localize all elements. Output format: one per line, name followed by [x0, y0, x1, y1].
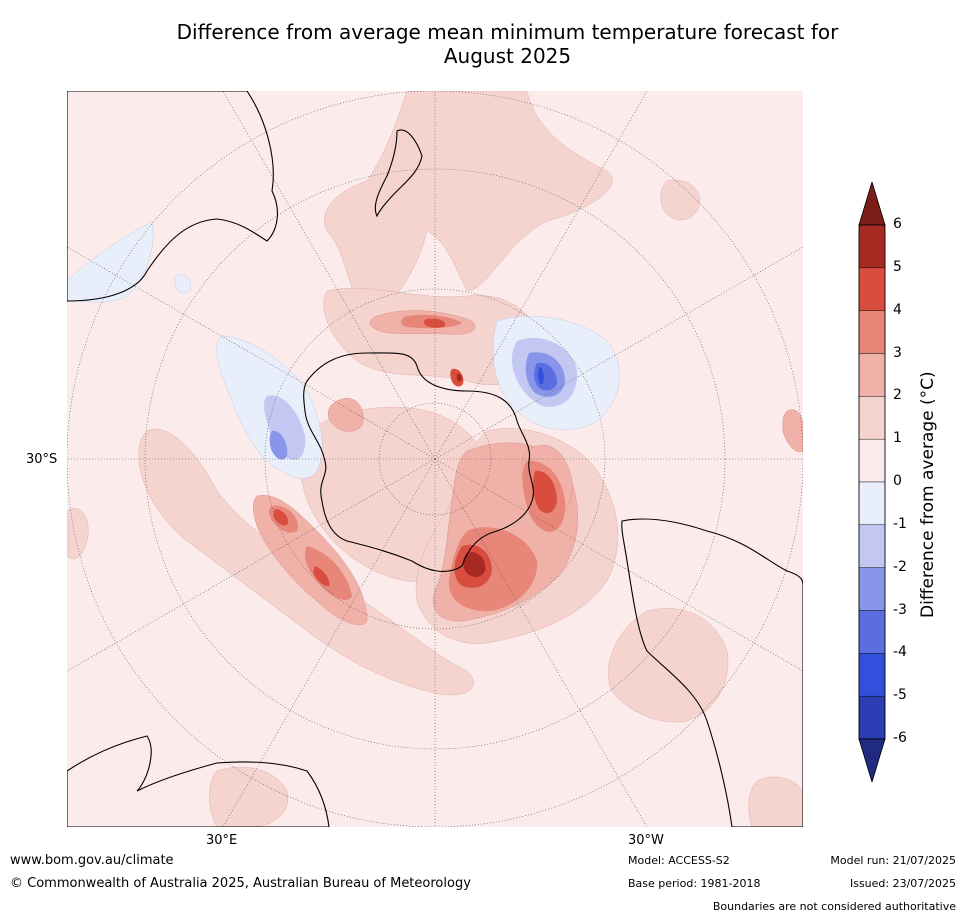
- footer-website[interactable]: www.bom.gov.au/climate: [10, 853, 174, 868]
- colorbar-extend-top: [858, 182, 886, 226]
- colorbar-tick-label: 2: [893, 387, 902, 404]
- colorbar-tick-label: 4: [893, 301, 902, 318]
- footer-issued: Issued: 23/07/2025: [849, 877, 956, 890]
- colorbar-segment: [858, 396, 886, 440]
- africa-coastline: [67, 735, 330, 827]
- colorbar-segment: [858, 653, 886, 697]
- colorbar-segment: [858, 524, 886, 568]
- colorbar-tick-label: 6: [893, 216, 902, 232]
- australia-coastline: [67, 91, 278, 302]
- antarctica-coastline: [303, 352, 534, 572]
- colorbar-tick-label: -2: [893, 558, 907, 575]
- colorbar-segment: [858, 610, 886, 654]
- colorbar-frame: [858, 224, 886, 740]
- colorbar-tick-label: -3: [893, 601, 907, 618]
- colorbar-segment: [858, 310, 886, 354]
- south-america-coastline: [621, 518, 803, 827]
- title-line-1: Difference from average mean minimum tem…: [176, 20, 839, 44]
- anomaly-5-6-regions: [456, 373, 486, 577]
- colorbar-segment: [858, 567, 886, 611]
- colorbar-extend-bottom: [858, 738, 886, 782]
- colorbar-segment: [858, 695, 886, 740]
- graticule: [67, 91, 803, 827]
- new-zealand-coastline: [374, 129, 423, 218]
- map-title: Difference from average mean minimum tem…: [60, 20, 955, 68]
- colorbar: [858, 182, 886, 782]
- colorbar-segment: [858, 353, 886, 397]
- anomaly-neg-4-5-regions: [538, 367, 544, 385]
- colorbar-tick-label: 1: [893, 430, 902, 447]
- latitude-label: 30°S: [26, 452, 58, 467]
- colorbar-segments: [858, 224, 886, 740]
- colorbar-segment: [858, 224, 886, 269]
- footer-disclaimer: Boundaries are not considered authoritat…: [712, 900, 956, 913]
- footer-model: Model: ACCESS-S2: [628, 854, 730, 867]
- colorbar-tick-label: 5: [893, 258, 902, 275]
- polar-map: [67, 91, 803, 827]
- longitude-label-30w: 30°W: [628, 833, 664, 848]
- colorbar-tick-label: -1: [893, 515, 907, 532]
- footer-base-period: Base period: 1981-2018: [628, 877, 761, 890]
- colorbar-tick-label: -4: [893, 644, 907, 661]
- colorbar-tick-label: 3: [893, 344, 902, 361]
- colorbar-segment: [858, 438, 886, 483]
- coastlines: [67, 91, 803, 827]
- footer-model-run: Model run: 21/07/2025: [830, 854, 956, 867]
- footer-copyright: © Commonwealth of Australia 2025, Austra…: [10, 876, 471, 891]
- longitude-label-30e: 30°E: [206, 833, 238, 848]
- colorbar-segment: [858, 481, 886, 526]
- colorbar-title: Difference from average (°C): [918, 371, 938, 618]
- colorbar-tick-label: -5: [893, 687, 907, 704]
- title-line-2: August 2025: [443, 44, 572, 68]
- colorbar-segment: [858, 267, 886, 311]
- colorbar-tick-label: -6: [893, 730, 907, 746]
- colorbar-tick-label: 0: [893, 473, 902, 489]
